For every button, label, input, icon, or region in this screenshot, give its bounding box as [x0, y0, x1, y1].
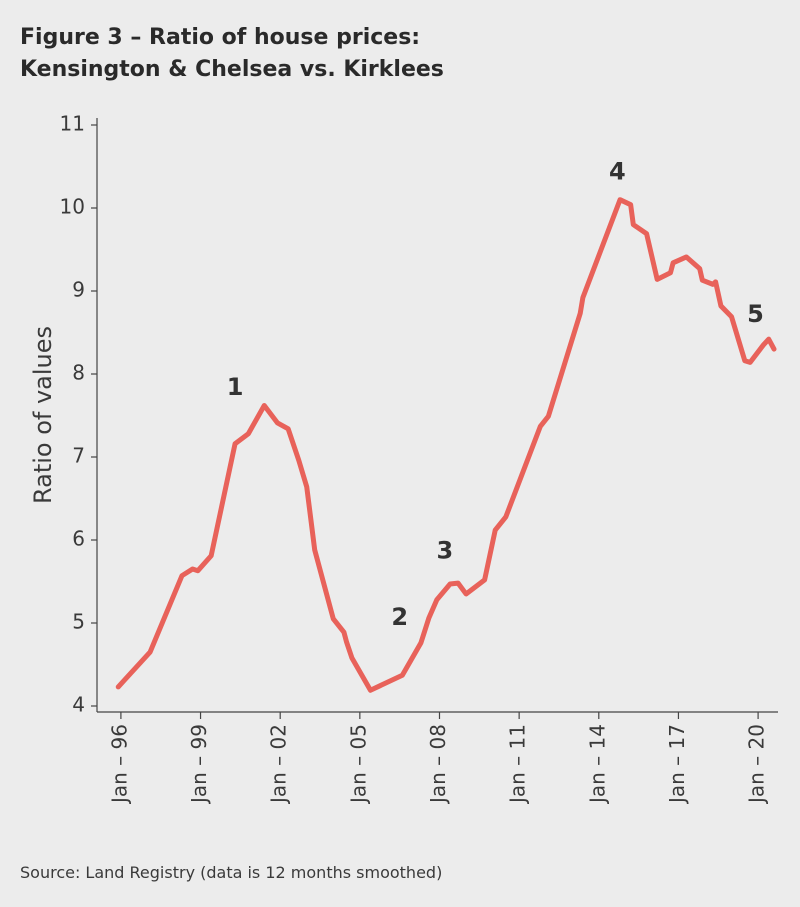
x-tick-label: Jan – 11: [506, 724, 530, 805]
x-tick-label: Jan – 05: [346, 724, 370, 805]
x-tick-label: Jan – 14: [585, 724, 609, 805]
y-tick-label: 6: [72, 527, 85, 551]
annotation: 2: [391, 603, 408, 631]
source-note: Source: Land Registry (data is 12 months…: [20, 863, 442, 882]
x-tick-label: Jan – 02: [267, 724, 291, 805]
annotation: 3: [436, 537, 453, 565]
y-tick-label: 9: [72, 278, 85, 302]
y-tick-label: 5: [72, 610, 85, 634]
x-tick-label: Jan – 99: [187, 724, 211, 805]
y-tick-label: 10: [60, 195, 85, 219]
y-tick-label: 8: [72, 361, 85, 385]
chart-title: Figure 3 – Ratio of house prices:: [20, 25, 420, 50]
data-line: [115, 197, 777, 693]
y-tick-label: 7: [72, 444, 85, 468]
x-tick-label: Jan – 96: [107, 724, 131, 805]
annotation: 1: [227, 373, 244, 401]
y-tick-label: 11: [60, 112, 85, 136]
y-axis-label: Ratio of values: [29, 326, 57, 504]
x-tick-label: Jan – 17: [665, 724, 689, 805]
chart-subtitle: Kensington & Chelsea vs. Kirklees: [20, 57, 444, 82]
x-tick-label: Jan – 08: [426, 724, 450, 805]
annotation: 5: [747, 300, 764, 328]
x-tick-label: Jan – 20: [745, 724, 769, 805]
annotation: 4: [609, 157, 626, 185]
y-tick-label: 4: [72, 693, 85, 717]
